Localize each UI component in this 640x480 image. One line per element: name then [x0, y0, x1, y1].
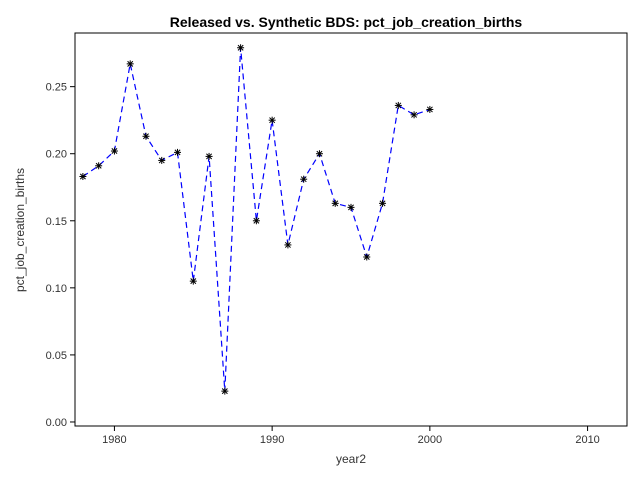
data-point [95, 162, 103, 170]
x-tick-label: 2000 [418, 434, 442, 446]
chart-title: Released vs. Synthetic BDS: pct_job_crea… [170, 14, 523, 30]
data-point [300, 175, 308, 183]
plot-frame [74, 32, 628, 427]
y-tick-label: 0.20 [46, 149, 67, 161]
data-point [110, 147, 118, 155]
data-point [174, 148, 182, 156]
data-point [268, 116, 276, 124]
y-axis: 0.00 0.05 0.10 0.15 0.20 0.25 [46, 82, 75, 429]
data-point [252, 217, 260, 225]
y-tick-label: 0.15 [46, 216, 67, 228]
y-axis-label: pct_job_creation_births [13, 168, 27, 292]
x-axis-label: year2 [336, 452, 366, 466]
data-point [205, 152, 213, 160]
data-point [237, 44, 245, 52]
data-point [126, 60, 134, 68]
y-tick-label: 0.25 [46, 82, 67, 94]
data-point [331, 199, 339, 207]
y-tick-label: 0.10 [46, 283, 67, 295]
data-point [79, 173, 87, 181]
x-tick-label: 1980 [102, 434, 126, 446]
data-point [363, 253, 371, 261]
series-line [82, 47, 431, 392]
y-tick-label: 0.00 [46, 417, 67, 429]
data-point [189, 277, 197, 285]
data-point [284, 241, 292, 249]
series-layer [79, 44, 434, 395]
data-point [347, 203, 355, 211]
data-point [394, 101, 402, 109]
data-point [221, 387, 229, 395]
x-tick-label: 2010 [575, 434, 599, 446]
data-point [142, 132, 150, 140]
data-point [379, 199, 387, 207]
x-tick-label: 1990 [260, 434, 284, 446]
data-point [426, 105, 434, 113]
y-tick-label: 0.05 [46, 350, 67, 362]
data-point [315, 150, 323, 158]
data-point [158, 156, 166, 164]
x-axis: 1980 1990 2000 2010 [102, 426, 600, 446]
data-point [410, 111, 418, 119]
